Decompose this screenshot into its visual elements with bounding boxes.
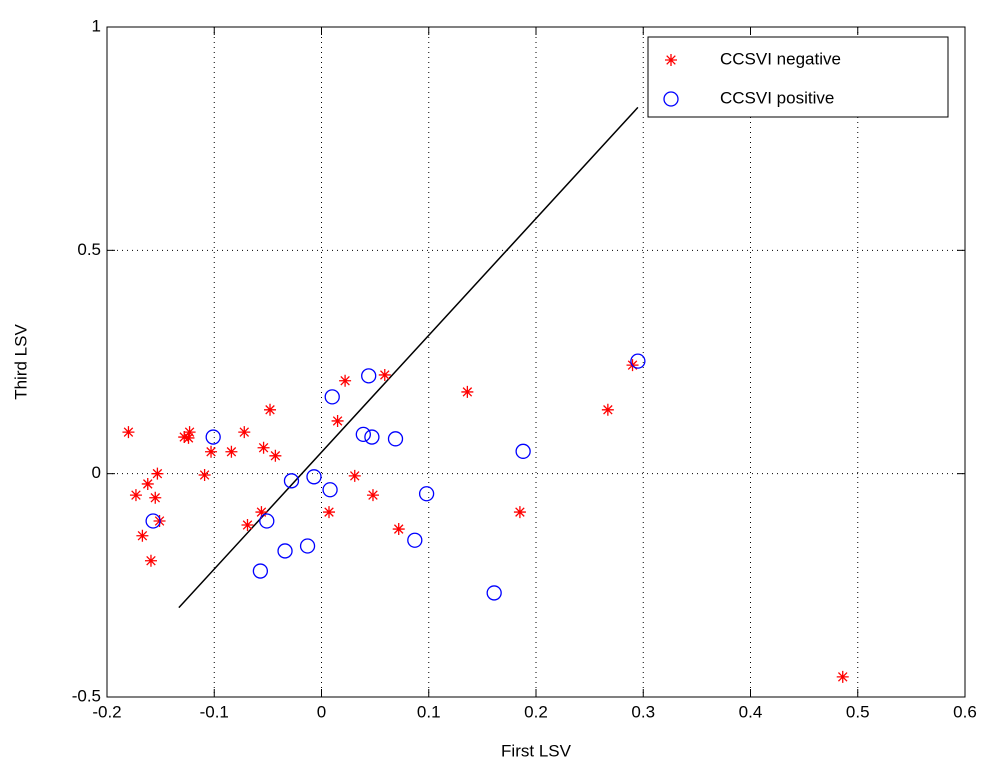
point: [355, 426, 371, 443]
x-axis-label: First LSV: [501, 741, 572, 760]
x-tick-label: 0.6: [953, 702, 977, 721]
point: [418, 486, 435, 502]
point: [122, 426, 135, 439]
point: [277, 543, 293, 559]
point: [324, 389, 340, 405]
x-tick-label: 0.1: [417, 702, 441, 721]
point: [225, 445, 238, 458]
point: [322, 482, 338, 498]
trend-line: [178, 106, 639, 609]
legend-marker: [663, 91, 679, 107]
point: [515, 443, 531, 459]
point: [323, 506, 336, 519]
x-tick-label: 0: [317, 702, 326, 721]
point: [264, 403, 277, 416]
point: [151, 467, 164, 480]
point: [407, 532, 423, 548]
x-tick-label: 0.3: [631, 702, 655, 721]
point: [183, 426, 196, 439]
legend-label: CCSVI positive: [720, 88, 834, 107]
point: [149, 491, 162, 504]
legend-box: [647, 36, 949, 118]
point: [331, 414, 344, 427]
x-tick-label: 0.5: [846, 702, 870, 721]
y-tick-label: 0: [92, 463, 101, 482]
point: [836, 670, 849, 683]
point: [513, 506, 526, 519]
x-tick-label: 0.4: [739, 702, 763, 721]
point: [238, 426, 251, 439]
point: [601, 403, 614, 416]
point: [387, 431, 404, 447]
y-tick-label: -0.5: [72, 686, 101, 705]
point: [136, 529, 149, 542]
point: [252, 563, 269, 579]
point: [144, 554, 157, 567]
point: [145, 513, 161, 529]
y-tick-label: 0.5: [77, 240, 101, 259]
point: [283, 473, 300, 489]
point: [364, 429, 380, 445]
point: [339, 374, 352, 387]
point: [241, 519, 254, 532]
point: [182, 431, 195, 444]
point: [198, 469, 211, 482]
x-tick-label: -0.1: [200, 702, 229, 721]
point: [348, 469, 361, 482]
x-tick-label: -0.2: [92, 702, 121, 721]
point: [366, 489, 379, 502]
point: [378, 368, 391, 381]
point: [361, 368, 377, 384]
x-tick-label: 0.2: [524, 702, 548, 721]
point: [257, 441, 270, 454]
y-tick-label: 1: [92, 16, 101, 35]
point: [141, 477, 154, 490]
y-axis-label: Third LSV: [11, 324, 30, 400]
point: [461, 385, 474, 398]
point: [205, 429, 221, 445]
point: [306, 469, 322, 485]
point: [178, 431, 191, 444]
point: [269, 449, 282, 462]
axes-box: [106, 26, 966, 698]
point: [630, 353, 646, 369]
legend-label: CCSVI negative: [720, 49, 841, 68]
point: [255, 506, 268, 519]
legend-marker: [665, 54, 677, 66]
point: [392, 523, 405, 536]
point: [299, 538, 316, 554]
point: [205, 445, 218, 458]
point: [259, 513, 275, 529]
point: [486, 585, 502, 601]
point: [129, 489, 142, 502]
